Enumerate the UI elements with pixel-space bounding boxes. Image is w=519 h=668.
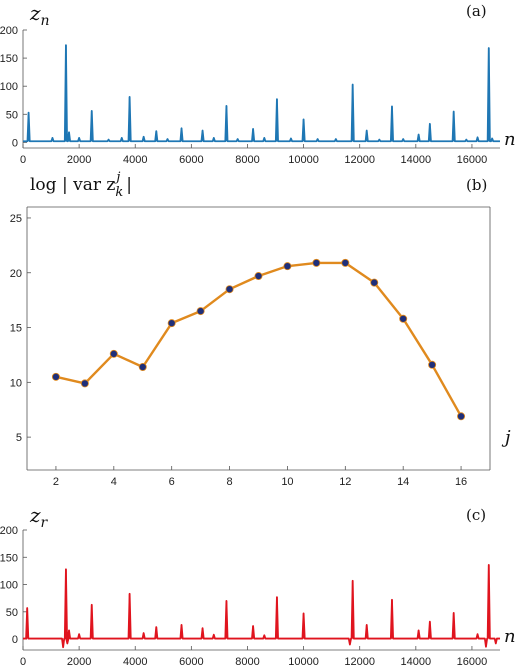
a-xtick-label: 0 bbox=[20, 154, 26, 166]
panel-b-tag: (b) bbox=[466, 176, 487, 194]
b-data-point bbox=[254, 272, 263, 281]
b-ytick-label: 10 bbox=[10, 377, 22, 389]
panel-a-tag: (a) bbox=[466, 2, 487, 20]
b-xtick-label: 14 bbox=[397, 476, 409, 488]
panel-c-series bbox=[23, 564, 500, 649]
b-data-point bbox=[399, 314, 408, 323]
c-xtick-label: 12000 bbox=[344, 656, 375, 668]
panel-b-ticks: 5 10 15 20 25 2 4 6 8 10 12 14 16 bbox=[10, 213, 467, 488]
a-ytick-label: 200 bbox=[0, 25, 18, 37]
b-ytick-label: 25 bbox=[10, 213, 22, 225]
b-data-point bbox=[370, 278, 379, 287]
a-xtick-label: 14000 bbox=[401, 154, 432, 166]
a-ytick-label: 50 bbox=[6, 109, 18, 121]
a-ytick-label: 150 bbox=[0, 53, 18, 65]
c-xtick-label: 10000 bbox=[288, 656, 319, 668]
panel-a-xlabel: n bbox=[504, 129, 516, 150]
c-xtick-label: 16000 bbox=[457, 656, 488, 668]
a-xtick-label: 10000 bbox=[288, 154, 319, 166]
b-data-point bbox=[428, 360, 437, 369]
c-ytick-label: 150 bbox=[0, 552, 18, 564]
panel-a-series bbox=[23, 44, 500, 143]
b-xtick-label: 4 bbox=[111, 476, 117, 488]
a-xtick-label: 16000 bbox=[457, 154, 488, 166]
c-ytick-label: 0 bbox=[12, 634, 18, 646]
b-data-point bbox=[138, 362, 147, 371]
b-xtick-label: 6 bbox=[169, 476, 175, 488]
b-xtick-label: 12 bbox=[339, 476, 351, 488]
panel-a-axes bbox=[22, 30, 500, 149]
b-xtick-label: 16 bbox=[455, 476, 467, 488]
panel-b-xlabel: j bbox=[501, 427, 511, 448]
a-series-line bbox=[23, 44, 500, 143]
c-xtick-label: 8000 bbox=[235, 656, 259, 668]
a-xtick-label: 4000 bbox=[123, 154, 147, 166]
b-data-point bbox=[225, 285, 234, 294]
a-ytick-label: 100 bbox=[0, 81, 18, 93]
c-ytick-label: 50 bbox=[6, 607, 18, 619]
panel-b-ylabel: log | var zj k | bbox=[30, 170, 132, 200]
a-xtick-label: 2000 bbox=[67, 154, 91, 166]
c-xtick-label: 14000 bbox=[401, 656, 432, 668]
b-ytick-label: 15 bbox=[10, 323, 22, 335]
panel-b-series bbox=[51, 258, 466, 421]
c-xtick-label: 0 bbox=[20, 656, 26, 668]
c-series-line bbox=[23, 564, 500, 649]
c-xtick-label: 4000 bbox=[123, 656, 147, 668]
panel-b-axes bbox=[26, 206, 491, 471]
a-ytick-label: 0 bbox=[12, 137, 18, 149]
b-data-point bbox=[109, 349, 118, 358]
b-ytick-label: 5 bbox=[16, 432, 22, 444]
panel-c-ylabel: zr bbox=[29, 503, 49, 531]
b-series-line bbox=[55, 261, 463, 417]
b-data-point bbox=[167, 319, 176, 328]
b-data-point bbox=[341, 258, 350, 267]
a-xtick-label: 8000 bbox=[235, 154, 259, 166]
panel-c-tag: (c) bbox=[466, 506, 486, 524]
c-xtick-label: 2000 bbox=[67, 656, 91, 668]
b-data-point bbox=[312, 258, 321, 267]
c-xtick-label: 6000 bbox=[179, 656, 203, 668]
b-xtick-label: 10 bbox=[281, 476, 293, 488]
b-data-point bbox=[80, 379, 89, 388]
c-ytick-label: 100 bbox=[0, 580, 18, 592]
b-data-point bbox=[457, 412, 466, 421]
panel-c-axes bbox=[22, 530, 500, 651]
b-xtick-label: 8 bbox=[227, 476, 233, 488]
a-xtick-label: 6000 bbox=[179, 154, 203, 166]
panel-b: log | var zj k | (b) j 5 10 15 20 25 2 4 6 8 10 12 14… bbox=[10, 170, 511, 488]
c-ytick-label: 200 bbox=[0, 525, 18, 537]
b-ytick-label: 20 bbox=[10, 268, 22, 280]
a-xtick-label: 12000 bbox=[344, 154, 375, 166]
panel-c-xlabel: n bbox=[504, 626, 516, 647]
panel-a-ylabel: zn bbox=[29, 1, 50, 29]
b-data-point bbox=[51, 372, 60, 381]
b-data-point bbox=[196, 307, 205, 316]
b-data-point bbox=[283, 262, 292, 271]
b-xtick-label: 2 bbox=[53, 476, 59, 488]
